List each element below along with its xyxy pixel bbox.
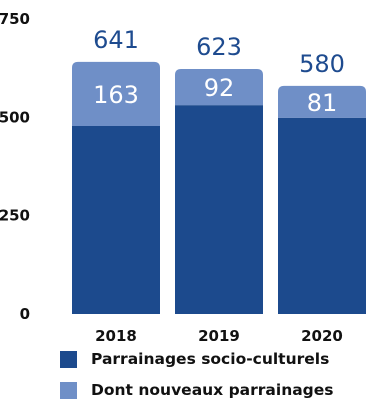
y-tick-label: 250 [0, 207, 30, 225]
bar-parrainages-2020 [278, 117, 366, 314]
bar-nouveaux-2019 [175, 68, 263, 106]
x-tick-label-2018: 2018 [95, 327, 137, 345]
y-axis: 0 250 500 750 [0, 10, 30, 323]
total-label-2020: 580 [299, 50, 345, 78]
total-label-2019: 623 [196, 33, 242, 61]
x-tick-label-2020: 2020 [301, 327, 343, 345]
legend-label-nouveaux: Dont nouveaux parrainages [91, 381, 334, 399]
y-tick-label: 500 [0, 108, 30, 126]
x-tick-label-2019: 2019 [198, 327, 240, 345]
bar-nouveaux-2020 [278, 85, 366, 118]
segment-label-2020: 81 [307, 89, 338, 117]
bar-nouveaux-2018 [72, 61, 160, 126]
x-axis: 2018 2019 2020 [95, 327, 343, 345]
bars: 163 641 92 623 81 580 [72, 26, 366, 314]
legend-label-parrainages: Parrainages socio-culturels [91, 350, 330, 368]
legend-item-parrainages: Parrainages socio-culturels [60, 350, 329, 368]
segment-label-2019: 92 [204, 74, 235, 102]
bar-parrainages-2018 [72, 125, 160, 314]
y-tick-label: 750 [0, 10, 30, 28]
total-label-2018: 641 [93, 26, 139, 54]
segment-label-2018: 163 [93, 81, 139, 109]
legend-swatch-nouveaux [60, 381, 77, 399]
legend-item-nouveaux: Dont nouveaux parrainages [60, 381, 334, 399]
bar-parrainages-2019 [175, 105, 263, 314]
legend-swatch-parrainages [60, 350, 77, 368]
y-tick-label: 0 [20, 305, 30, 323]
